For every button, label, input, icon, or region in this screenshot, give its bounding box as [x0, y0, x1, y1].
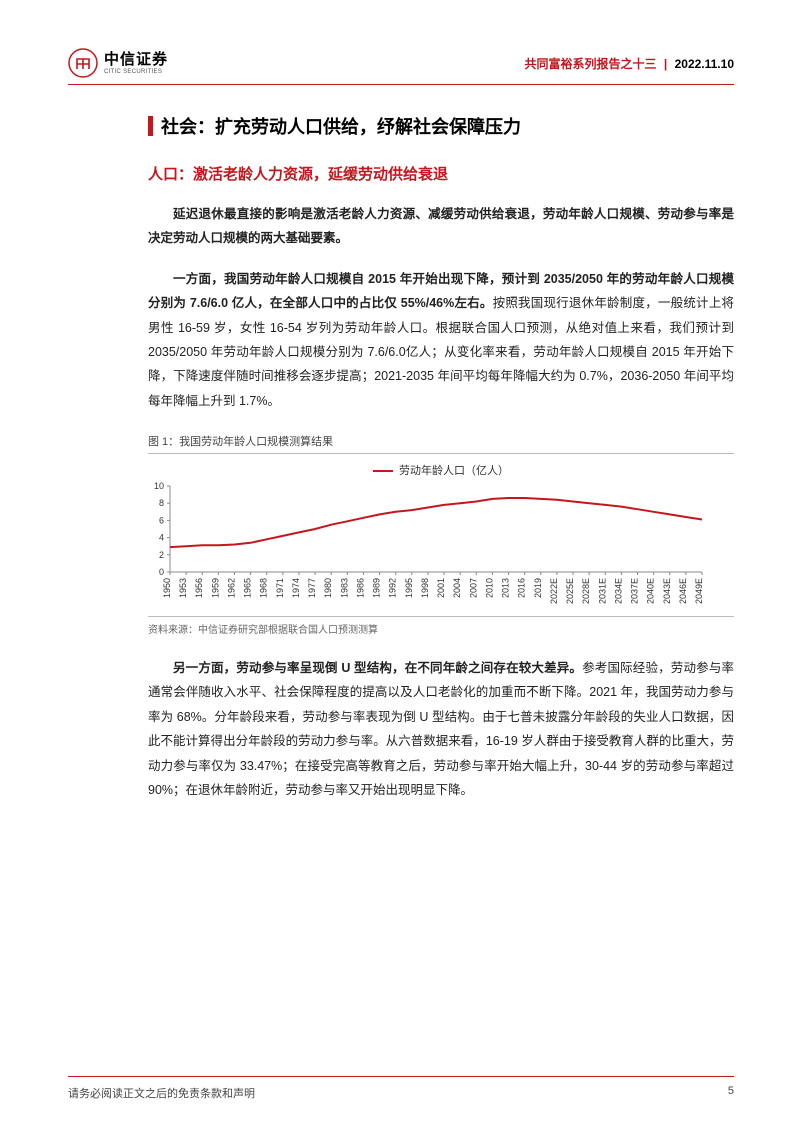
svg-text:8: 8: [159, 498, 164, 508]
svg-text:2040E: 2040E: [646, 578, 656, 604]
svg-text:1971: 1971: [275, 578, 285, 598]
svg-text:2022E: 2022E: [549, 578, 559, 604]
svg-text:1992: 1992: [388, 578, 398, 598]
figure-source: 资料来源：中信证券研究部根据联合国人口预测测算: [148, 616, 734, 636]
chart-canvas: 0 2 4 6 8 10 1950 1953 1956 1959 1962 1965 1968 1971 1…: [148, 482, 708, 612]
legend-label: 劳动年龄人口（亿人）: [399, 465, 509, 477]
report-series: 共同富裕系列报告之十三: [525, 57, 657, 71]
svg-text:2043E: 2043E: [662, 578, 672, 604]
svg-text:1977: 1977: [307, 578, 317, 598]
section-heading: 社会：扩充劳动人口供给，纾解社会保障压力: [148, 113, 734, 139]
svg-text:2010: 2010: [484, 578, 494, 598]
svg-text:2031E: 2031E: [597, 578, 607, 604]
header-meta: 共同富裕系列报告之十三 | 2022.11.10: [525, 55, 734, 72]
svg-text:2001: 2001: [436, 578, 446, 598]
line-chart: 劳动年龄人口（亿人） 0 2 4 6 8 10 1950 1953 1956 1959 1962 19…: [148, 462, 734, 612]
svg-text:0: 0: [159, 567, 164, 577]
svg-text:1950: 1950: [162, 578, 172, 598]
svg-text:1962: 1962: [226, 578, 236, 598]
svg-text:1995: 1995: [404, 578, 414, 598]
svg-text:6: 6: [159, 515, 164, 525]
paragraph-3: 另一方面，劳动参与率呈现倒 U 型结构，在不同年龄之间存在较大差异。参考国际经验…: [148, 656, 734, 802]
paragraph-1: 延迟退休最直接的影响是激活老龄人力资源、减缓劳动供给衰退，劳动年龄人口规模、劳动…: [148, 202, 734, 251]
svg-text:1953: 1953: [178, 578, 188, 598]
svg-text:2034E: 2034E: [613, 578, 623, 604]
svg-text:4: 4: [159, 533, 164, 543]
svg-text:1959: 1959: [210, 578, 220, 598]
p3-rest: 参考国际经验，劳动参与率通常会伴随收入水平、社会保障程度的提高以及人口老龄化的加…: [148, 661, 734, 797]
logo-cn-text: 中信证券: [104, 52, 168, 67]
legend-swatch: [373, 470, 393, 472]
svg-text:2025E: 2025E: [565, 578, 575, 604]
heading-bar-icon: [148, 116, 153, 136]
chart-legend: 劳动年龄人口（亿人）: [148, 462, 734, 478]
report-date: 2022.11.10: [675, 57, 734, 71]
p2-rest: 按照我国现行退休年龄制度，一般统计上将男性 16-59 岁，女性 16-54 岁…: [148, 296, 734, 408]
p1-bold: 延迟退休最直接的影响是激活老龄人力资源、减缓劳动供给衰退，劳动年龄人口规模、劳动…: [148, 207, 734, 245]
figure-title: 图 1：我国劳动年龄人口规模测算结果: [148, 429, 734, 454]
svg-text:1974: 1974: [291, 578, 301, 598]
svg-text:1989: 1989: [372, 578, 382, 598]
logo: 中信证券 CITIC SECURITIES: [68, 48, 168, 78]
svg-text:1980: 1980: [323, 578, 333, 598]
paragraph-2: 一方面，我国劳动年龄人口规模自 2015 年开始出现下降，预计到 2035/20…: [148, 267, 734, 413]
svg-text:2028E: 2028E: [581, 578, 591, 604]
svg-text:2007: 2007: [468, 578, 478, 598]
svg-text:2: 2: [159, 550, 164, 560]
page-number: 5: [728, 1085, 734, 1101]
disclaimer-text: 请务必阅读正文之后的免责条款和声明: [68, 1085, 255, 1101]
svg-text:2037E: 2037E: [630, 578, 640, 604]
svg-text:1983: 1983: [339, 578, 349, 598]
p3-bold: 另一方面，劳动参与率呈现倒 U 型结构，在不同年龄之间存在较大差异。: [173, 661, 582, 675]
svg-text:2019: 2019: [533, 578, 543, 598]
separator: |: [660, 57, 671, 71]
logo-icon: [68, 48, 98, 78]
svg-text:10: 10: [154, 482, 164, 491]
h1-text: 社会：扩充劳动人口供给，纾解社会保障压力: [161, 113, 521, 139]
svg-text:1998: 1998: [420, 578, 430, 598]
svg-text:2049E: 2049E: [694, 578, 704, 604]
logo-en-text: CITIC SECURITIES: [104, 69, 168, 75]
page-header: 中信证券 CITIC SECURITIES 共同富裕系列报告之十三 | 2022…: [68, 48, 734, 85]
page-footer: 请务必阅读正文之后的免责条款和声明 5: [0, 1076, 802, 1101]
svg-text:1965: 1965: [243, 578, 253, 598]
svg-text:2016: 2016: [517, 578, 527, 598]
svg-text:1986: 1986: [355, 578, 365, 598]
svg-text:2013: 2013: [501, 578, 511, 598]
svg-text:2046E: 2046E: [678, 578, 688, 604]
svg-text:1956: 1956: [194, 578, 204, 598]
subsection-heading: 人口：激活老龄人力资源，延缓劳动供给衰退: [148, 163, 734, 184]
svg-text:2004: 2004: [452, 578, 462, 598]
svg-text:1968: 1968: [259, 578, 269, 598]
